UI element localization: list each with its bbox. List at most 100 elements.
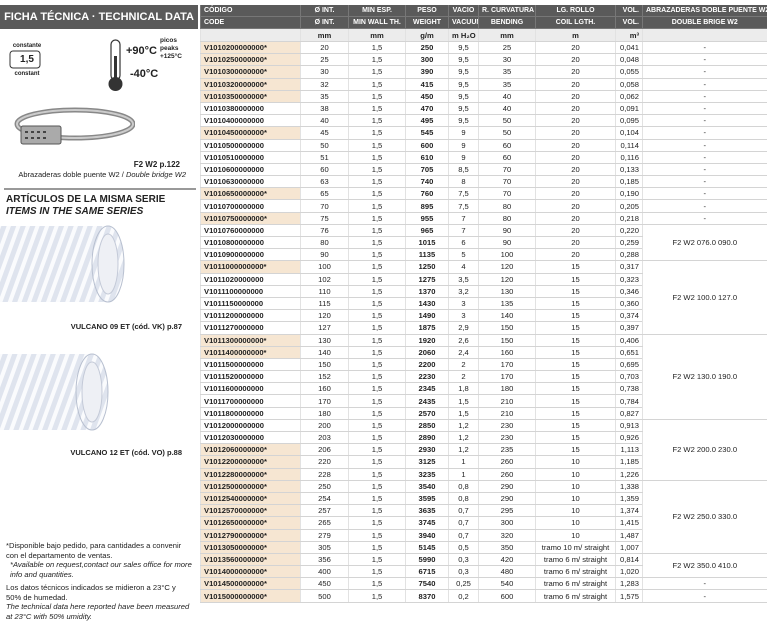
data-cell: 10 bbox=[535, 504, 616, 518]
data-cell: 0,703 bbox=[615, 370, 643, 384]
data-row: V1011520000000 152 1,5 2230 2 170 15 0,703 bbox=[200, 370, 767, 384]
data-cell: 70 bbox=[478, 187, 536, 201]
data-cell: 415 bbox=[405, 78, 449, 91]
data-cell: 7 bbox=[448, 212, 479, 225]
data-cell: 1,338 bbox=[615, 480, 643, 493]
data-cell: 210 bbox=[478, 407, 536, 420]
data-cell: 760 bbox=[405, 187, 449, 201]
code-cell: V1010250000000* bbox=[200, 53, 301, 67]
data-cell: 5145 bbox=[405, 541, 449, 554]
code-cell: V1011500000000 bbox=[200, 358, 301, 372]
data-cell: 10 bbox=[535, 468, 616, 481]
data-cell: 895 bbox=[405, 199, 449, 213]
data-cell: 3940 bbox=[405, 529, 449, 542]
data-cell: 140 bbox=[478, 309, 536, 323]
data-cell: - bbox=[642, 78, 767, 91]
code-cell: V1010510000000 bbox=[200, 151, 301, 164]
header-cell: mm bbox=[348, 28, 406, 42]
data-row: V1014500000000* 450 1,5 7540 0,25 540 tramo 6 … bbox=[200, 577, 767, 591]
data-cell: 20 bbox=[535, 187, 616, 201]
data-cell: 0,104 bbox=[615, 126, 643, 140]
data-cell: 15 bbox=[535, 285, 616, 298]
data-cell: 1,5 bbox=[348, 334, 406, 347]
data-cell: 130 bbox=[300, 334, 349, 347]
data-cell: 60 bbox=[478, 151, 536, 164]
data-cell: 25 bbox=[478, 41, 536, 55]
data-cell: 80 bbox=[478, 212, 536, 225]
data-cell: 20 bbox=[535, 248, 616, 262]
data-cell: 130 bbox=[478, 285, 536, 298]
code-cell: V1011200000000 bbox=[200, 309, 301, 323]
data-cell: 127 bbox=[300, 321, 349, 335]
data-cell: 150 bbox=[478, 321, 536, 335]
data-cell: 2890 bbox=[405, 431, 449, 445]
data-cell: 1,5 bbox=[348, 358, 406, 372]
data-cell: 540 bbox=[478, 577, 536, 591]
data-cell: 3,2 bbox=[448, 285, 479, 298]
data-cell: 10 bbox=[535, 516, 616, 530]
data-cell: - bbox=[642, 577, 767, 591]
note: *Available on request,contact our sales … bbox=[10, 560, 192, 579]
header-cell bbox=[642, 28, 767, 42]
data-cell: 0,8 bbox=[448, 492, 479, 506]
data-row: V1010650000000* 65 1,5 760 7,5 70 20 0,190- bbox=[200, 187, 767, 201]
data-cell: 2570 bbox=[405, 407, 449, 420]
data-cell: - bbox=[642, 41, 767, 55]
data-cell: 480 bbox=[478, 565, 536, 579]
data-row: V1010500000000 50 1,5 600 9 60 20 0,114- bbox=[200, 139, 767, 152]
data-cell: 8370 bbox=[405, 589, 449, 603]
data-cell: 1,5 bbox=[348, 78, 406, 91]
data-cell: 1250 bbox=[405, 260, 449, 274]
data-cell: 102 bbox=[300, 273, 349, 286]
data-cell: 740 bbox=[405, 175, 449, 189]
data-cell: 6 bbox=[448, 236, 479, 250]
header-cell: VACIO bbox=[448, 5, 479, 17]
wall-bottom: constant bbox=[14, 71, 40, 77]
note: Los datos técnicos indicados se midieron… bbox=[6, 583, 176, 602]
code-cell: V1010600000000 bbox=[200, 163, 301, 177]
data-row: V1011700000000 170 1,5 2435 1,5 210 15 0,784 bbox=[200, 394, 767, 408]
code-cell: V1014500000000* bbox=[200, 577, 301, 591]
header-cell: mm bbox=[478, 28, 536, 42]
data-cell: 356 bbox=[300, 553, 349, 567]
data-cell: 7540 bbox=[405, 577, 449, 591]
data-cell: 5 bbox=[448, 248, 479, 262]
data-cell: 76 bbox=[300, 224, 349, 238]
data-cell: 135 bbox=[478, 297, 536, 311]
data-cell: 600 bbox=[478, 589, 536, 603]
data-cell: 3 bbox=[448, 309, 479, 323]
code-cell: V1010760000000 bbox=[200, 224, 301, 238]
data-cell: 1 bbox=[448, 455, 479, 469]
header-cell: LG. ROLLO bbox=[535, 5, 616, 17]
hose-bore bbox=[97, 233, 119, 295]
data-row: V1010250000000* 25 1,5 300 9,5 30 20 0,048- bbox=[200, 53, 767, 67]
accessory-caption-es: Abrazaderas doble puente W2 / bbox=[18, 170, 124, 179]
data-cell: 15 bbox=[535, 297, 616, 311]
data-cell: 35 bbox=[300, 90, 349, 103]
data-row: V1010510000000 51 1,5 610 9 60 20 0,116- bbox=[200, 151, 767, 164]
data-cell: 1,5 bbox=[348, 199, 406, 213]
code-cell: V1012060000000* bbox=[200, 443, 301, 457]
data-cell: 300 bbox=[478, 516, 536, 530]
data-cell: 0,913 bbox=[615, 419, 643, 433]
code-cell: V1011300000000* bbox=[200, 334, 301, 347]
clamp-band-shine bbox=[16, 109, 134, 139]
data-cell: 15 bbox=[535, 309, 616, 323]
code-cell: V1011150000000 bbox=[200, 297, 301, 311]
data-cell: 0,041 bbox=[615, 41, 643, 55]
data-cell: 45 bbox=[300, 126, 349, 140]
data-cell: 152 bbox=[300, 370, 349, 384]
data-cell: 1,5 bbox=[348, 443, 406, 457]
data-cell: 9 bbox=[448, 151, 479, 164]
data-cell: 545 bbox=[405, 126, 449, 140]
sidebar-title: FICHA TÉCNICA · TECHNICAL DATA bbox=[0, 5, 198, 29]
code-cell: V1010350000000* bbox=[200, 90, 301, 103]
clamp-holes bbox=[25, 131, 46, 139]
data-row: V1012200000000* 220 1,5 3125 1 260 10 1,185 bbox=[200, 455, 767, 469]
data-row: V1011800000000 180 1,5 2570 1,5 210 15 0,827 bbox=[200, 407, 767, 420]
data-cell: 9,5 bbox=[448, 78, 479, 91]
data-cell: - bbox=[642, 102, 767, 116]
data-cell: 1,2 bbox=[448, 443, 479, 457]
note: *Disponible bajo pedido, para cantidades… bbox=[6, 541, 182, 560]
